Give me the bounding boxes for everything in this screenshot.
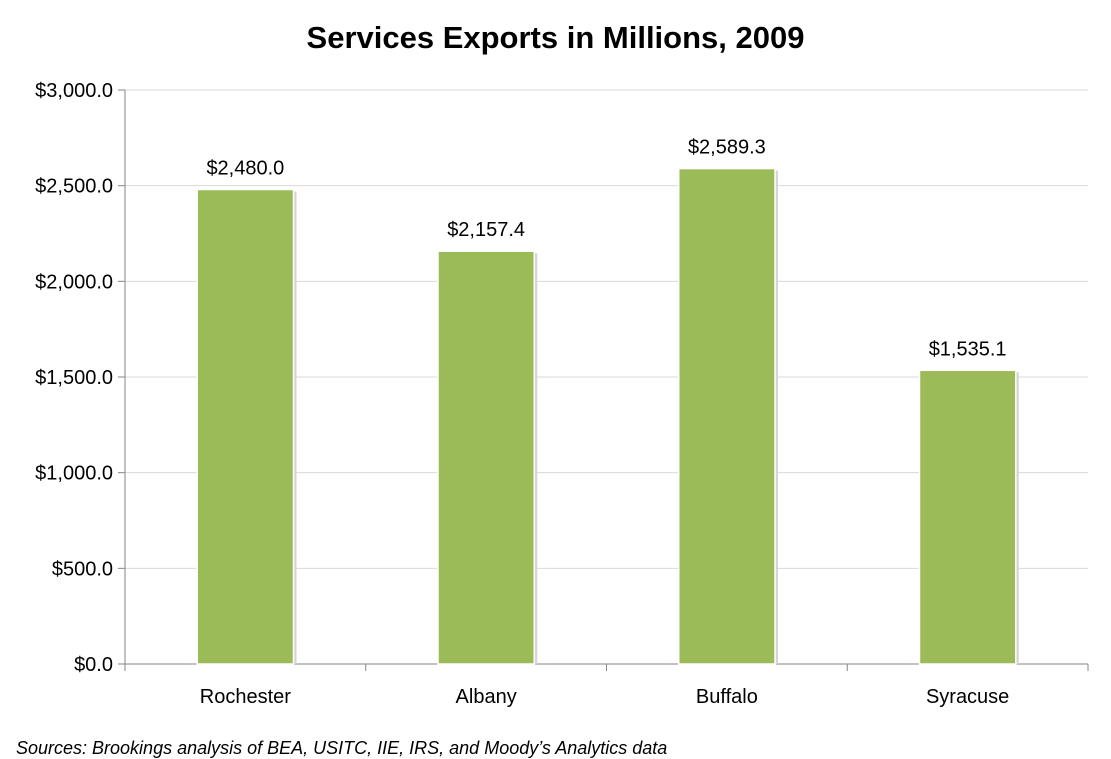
labels: $0.0 $500.0 $1,000.0 $1,500.0 $2,000.0 $2,500… [35, 80, 1009, 708]
category-label: Rochester [200, 686, 291, 708]
y-tick-label: $2,500.0 [35, 176, 113, 198]
y-tick-label: $2,000.0 [35, 271, 113, 293]
y-tick-label: $0.0 [74, 654, 113, 676]
category-label: Syracuse [926, 686, 1009, 708]
data-label: $2,157.4 [447, 219, 525, 241]
source-note: Sources: Brookings analysis of BEA, USIT… [16, 738, 668, 758]
y-tick-label: $3,000.0 [35, 80, 113, 102]
bar [437, 250, 536, 665]
y-tick-label: $1,000.0 [35, 463, 113, 485]
data-label: $1,535.1 [929, 338, 1007, 360]
bars [196, 167, 1019, 665]
bar [918, 369, 1017, 665]
y-tick-label: $500.0 [52, 558, 113, 580]
bar [677, 167, 776, 665]
data-label: $2,480.0 [206, 157, 284, 179]
y-tick-label: $1,500.0 [35, 367, 113, 389]
chart-title: Services Exports in Millions, 2009 [306, 20, 805, 55]
data-label: $2,589.3 [688, 137, 766, 159]
bar [196, 188, 295, 665]
category-label: Buffalo [696, 686, 758, 708]
category-label: Albany [456, 686, 517, 708]
